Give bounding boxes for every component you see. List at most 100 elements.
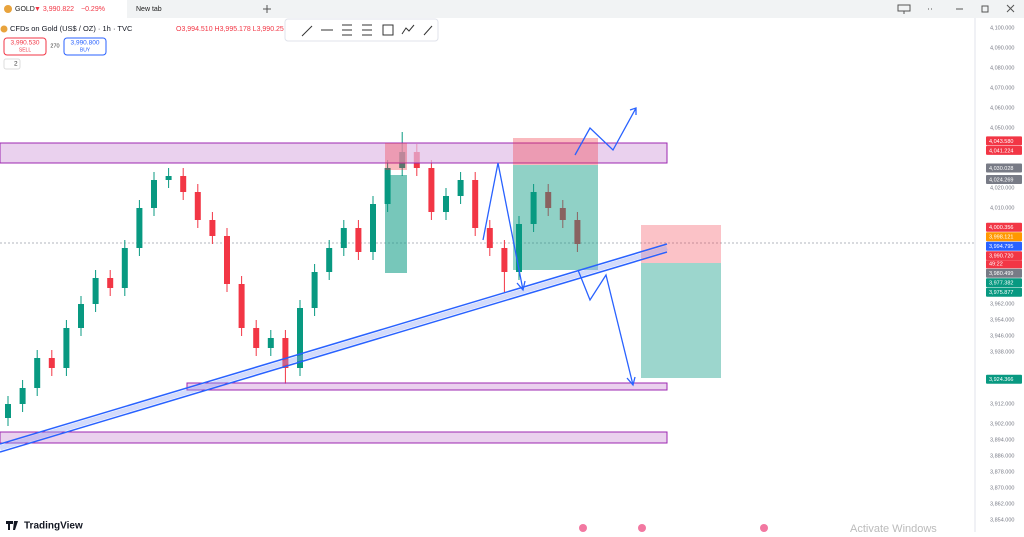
stop-zone[interactable]	[513, 138, 598, 165]
candle-body	[355, 228, 362, 252]
tool-fib[interactable]	[342, 24, 352, 36]
toolbar-bg	[284, 18, 439, 42]
support-zone[interactable]	[0, 431, 668, 444]
candle-body	[107, 278, 114, 288]
spread: 270	[50, 43, 59, 49]
candle-body	[238, 284, 245, 328]
active-tab[interactable]	[0, 0, 127, 18]
y-tick-label: 4,020.000	[990, 185, 1014, 191]
tool-rect[interactable]	[382, 24, 394, 36]
price-label: 4,043.580	[989, 139, 1013, 145]
price-label-box	[986, 232, 1022, 242]
candle-body	[340, 228, 347, 248]
candle-body	[326, 248, 333, 272]
sell-button[interactable]	[3, 37, 47, 56]
y-tick-label: 3,886.000	[990, 453, 1014, 459]
tool-trendline[interactable]	[301, 25, 313, 37]
price-label-box	[986, 163, 1022, 173]
tab-change: −0.29%	[81, 6, 105, 13]
indicator-toggle[interactable]	[3, 58, 21, 70]
drawing-toolbar	[284, 18, 439, 42]
candle-body	[428, 168, 435, 212]
tab-bar	[0, 0, 1024, 18]
y-tick-label: 3,862.000	[990, 501, 1014, 507]
candle-body	[370, 204, 376, 252]
y-tick-label: 3,946.000	[990, 333, 1014, 339]
watermark: Activate Windows	[850, 523, 937, 532]
price-label-box	[986, 222, 1022, 232]
sell-price: 3,990.530	[11, 40, 40, 47]
tool-pitchfork[interactable]	[362, 24, 372, 36]
price-label: 3,977.382	[989, 281, 1013, 287]
y-tick-label: 4,050.000	[990, 125, 1014, 131]
candle-body	[121, 248, 128, 288]
price-label: 3,990.720	[989, 254, 1013, 260]
event-icon[interactable]	[638, 524, 646, 532]
candle-body	[545, 192, 552, 208]
candle-body	[48, 358, 55, 368]
add-tab[interactable]	[263, 5, 271, 13]
target-zone[interactable]	[513, 165, 598, 270]
tool-brush[interactable]	[423, 25, 433, 36]
resistance-zone[interactable]	[0, 142, 668, 164]
instrument: CFDs on Gold (US$ / OZ) · 1h · TVC	[10, 24, 133, 33]
y-tick-label: 3,954.000	[990, 317, 1014, 323]
price-label-box	[986, 241, 1022, 251]
price-label-box	[986, 251, 1022, 261]
y-tick-label: 4,060.000	[990, 105, 1014, 111]
target-zone[interactable]	[641, 263, 721, 378]
candle-body	[559, 208, 566, 220]
event-icon[interactable]	[760, 524, 768, 532]
price-label: 4,000.356	[989, 225, 1013, 231]
candle-body	[282, 338, 289, 368]
sell-label: SELL	[19, 47, 31, 53]
maximize[interactable]	[981, 5, 989, 13]
y-tick-label: 3,894.000	[990, 437, 1014, 443]
candle-body	[472, 180, 479, 228]
support-zone[interactable]	[186, 382, 668, 391]
candle-body	[253, 328, 260, 348]
projection-arrow[interactable]	[574, 107, 637, 156]
countdown: 49:22	[989, 262, 1003, 268]
candle-body	[194, 192, 201, 220]
y-tick-label: 3,938.000	[990, 349, 1014, 355]
y-tick-label: 3,870.000	[990, 485, 1014, 491]
tab-price: ▼ 3,990.822	[34, 6, 74, 13]
candle-body	[136, 208, 143, 248]
trend-channel[interactable]	[0, 243, 668, 453]
window-icon[interactable]	[897, 4, 911, 14]
price-label-box	[986, 145, 1022, 155]
symbol-icon	[0, 25, 8, 33]
stop-zone[interactable]	[385, 143, 407, 170]
new-tab[interactable]: New tab	[136, 6, 162, 13]
price-label: 3,975.877	[989, 290, 1013, 296]
candle-body	[165, 176, 172, 180]
candle-body	[267, 338, 274, 348]
ohlc: O3,994.510 H3,995.178 L3,990.25	[176, 26, 284, 33]
tab-symbol: GOLD	[15, 6, 35, 13]
logo: TradingView	[24, 521, 83, 532]
price-label: 4,041.224	[989, 148, 1013, 154]
candle-body	[501, 248, 508, 272]
projection-arrow[interactable]	[577, 269, 636, 387]
candle-body	[19, 388, 26, 404]
trend-channel-fill	[0, 245, 668, 451]
event-icon[interactable]	[579, 524, 587, 532]
close[interactable]	[1006, 4, 1015, 13]
y-tick-label: 3,878.000	[990, 469, 1014, 475]
price-label: 3,924.366	[989, 377, 1013, 383]
candle-body	[209, 220, 216, 236]
candle-body	[92, 278, 99, 304]
candle-body	[78, 304, 84, 328]
y-tick-label: 3,962.000	[990, 301, 1014, 307]
stop-zone[interactable]	[641, 225, 721, 263]
buy-button[interactable]	[63, 37, 107, 56]
target-zone[interactable]	[385, 175, 407, 273]
tool-path[interactable]	[401, 24, 415, 35]
y-tick-label: 4,070.000	[990, 85, 1014, 91]
projection-arrow[interactable]	[482, 162, 526, 292]
candle-body	[486, 228, 493, 248]
price-label-box	[986, 268, 1022, 278]
y-tick-label: 4,100.000	[990, 25, 1014, 31]
